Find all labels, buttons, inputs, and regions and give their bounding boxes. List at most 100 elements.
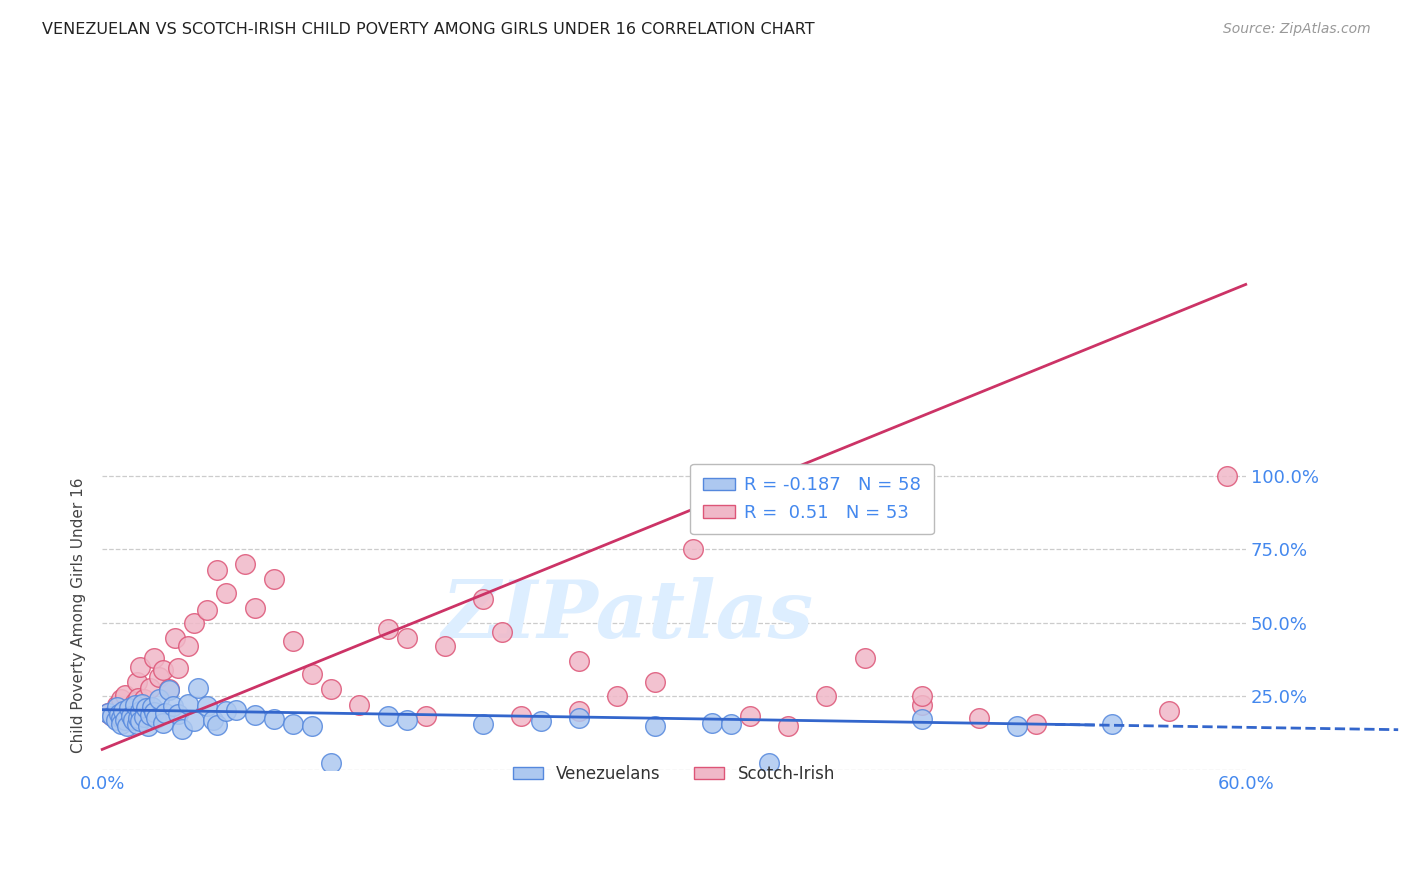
Point (396, 631, 419, 645)
Point (568, 654, 591, 668)
Point (135, 701, 157, 715)
Point (682, 542, 704, 557)
Point (110, 711, 132, 725)
Point (377, 622, 399, 636)
Point (127, 711, 149, 725)
Text: Source: ZipAtlas.com: Source: ZipAtlas.com (1223, 22, 1371, 37)
Point (263, 572, 285, 586)
Point (434, 640, 457, 654)
Point (163, 631, 186, 645)
Point (205, 563, 228, 577)
Text: VENEZUELAN VS SCOTCH-IRISH CHILD POVERTY AMONG GIRLS UNDER 16 CORRELATION CHART: VENEZUELAN VS SCOTCH-IRISH CHILD POVERTY… (42, 22, 815, 37)
Point (644, 674, 666, 689)
Point (911, 698, 934, 713)
Point (510, 708, 533, 723)
Point (148, 692, 170, 706)
Point (114, 688, 136, 702)
Point (107, 699, 129, 714)
Point (139, 707, 162, 722)
Point (201, 713, 224, 727)
Point (233, 557, 256, 571)
Point (110, 692, 132, 706)
Point (319, 756, 342, 770)
Point (644, 719, 666, 733)
Point (142, 705, 165, 719)
Point (110, 717, 132, 731)
Point (281, 633, 304, 648)
Point (167, 661, 190, 675)
Y-axis label: Child Poverty Among Girls Under 16: Child Poverty Among Girls Under 16 (72, 478, 86, 753)
Point (145, 711, 167, 725)
Point (415, 708, 437, 723)
Legend: Venezuelans, Scotch-Irish: Venezuelans, Scotch-Irish (506, 758, 842, 789)
Point (131, 697, 153, 711)
Point (153, 706, 176, 721)
Point (129, 660, 152, 674)
Point (911, 690, 934, 704)
Point (127, 690, 149, 705)
Point (720, 717, 742, 731)
Point (1215, 468, 1237, 483)
Point (115, 719, 138, 733)
Point (112, 704, 135, 718)
Point (911, 712, 934, 726)
Point (177, 640, 200, 654)
Point (205, 718, 228, 732)
Point (152, 663, 174, 677)
Point (700, 715, 723, 730)
Point (301, 667, 323, 681)
Point (177, 697, 200, 711)
Point (152, 715, 174, 730)
Text: ZIPatlas: ZIPatlas (441, 577, 814, 654)
Point (606, 690, 628, 704)
Point (301, 719, 323, 733)
Point (778, 719, 800, 733)
Point (195, 602, 218, 616)
Point (141, 699, 163, 714)
Point (186, 681, 208, 695)
Point (120, 704, 142, 718)
Point (195, 698, 218, 713)
Point (568, 711, 591, 725)
Point (97, 706, 120, 720)
Point (491, 624, 513, 639)
Point (100, 708, 122, 723)
Point (1025, 717, 1047, 731)
Point (118, 701, 141, 715)
Point (120, 708, 142, 723)
Point (263, 712, 285, 726)
Point (225, 703, 247, 717)
Point (1005, 719, 1028, 733)
Point (139, 681, 162, 695)
Point (472, 717, 495, 731)
Point (104, 704, 127, 718)
Point (215, 704, 238, 718)
Point (142, 651, 165, 665)
Point (377, 708, 399, 723)
Point (134, 692, 156, 706)
Point (108, 707, 131, 722)
Point (100, 708, 122, 723)
Point (97, 706, 120, 720)
Point (281, 716, 304, 731)
Point (183, 615, 205, 630)
Point (815, 690, 838, 704)
Point (121, 713, 143, 727)
Point (107, 698, 129, 713)
Point (568, 704, 591, 718)
Point (125, 717, 148, 731)
Point (967, 711, 990, 725)
Point (129, 714, 152, 728)
Point (129, 704, 152, 718)
Point (243, 707, 266, 722)
Point (853, 651, 876, 665)
Point (183, 714, 205, 729)
Point (472, 592, 495, 607)
Point (124, 695, 146, 709)
Point (134, 710, 156, 724)
Point (125, 674, 148, 689)
Point (319, 681, 342, 696)
Point (758, 756, 780, 770)
Point (104, 713, 127, 727)
Point (215, 586, 238, 600)
